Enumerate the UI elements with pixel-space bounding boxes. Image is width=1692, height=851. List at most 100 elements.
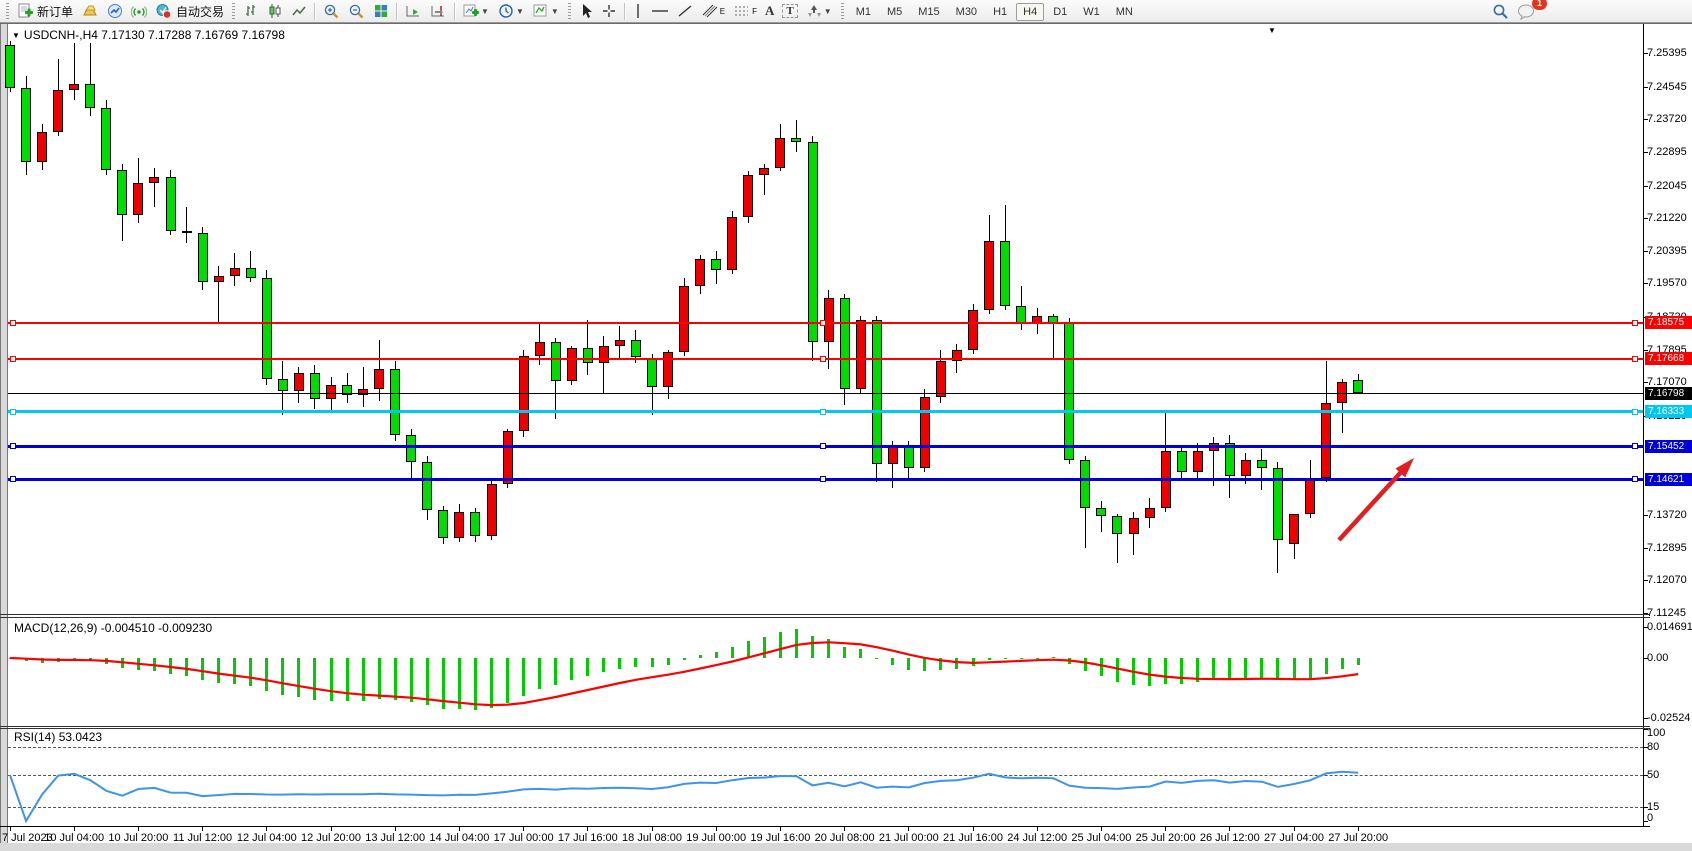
line-handle[interactable] bbox=[820, 476, 826, 483]
time-label: 19 Jul 16:00 bbox=[750, 832, 811, 844]
toolbar-grip[interactable] bbox=[232, 3, 236, 19]
toolbar-grip[interactable] bbox=[567, 3, 571, 19]
timeframe-M1[interactable]: M1 bbox=[849, 3, 878, 21]
scroll-marker-icon: ▼ bbox=[1268, 26, 1276, 35]
collapse-triangle-icon[interactable]: ▼ bbox=[12, 31, 20, 40]
equidistant-channel-button[interactable]: E bbox=[697, 1, 729, 21]
candle-body bbox=[1064, 322, 1075, 461]
trend-arrow-annotation[interactable] bbox=[1337, 458, 1414, 542]
line-handle[interactable] bbox=[820, 319, 826, 326]
candle-body bbox=[598, 345, 609, 364]
line-handle[interactable] bbox=[1632, 319, 1638, 326]
macd-axis-tick bbox=[1643, 658, 1648, 659]
toolbar: 新订单 自动交易 ▼ ▼ ▼ E F A bbox=[0, 0, 1692, 23]
indicators-button[interactable]: ▼ bbox=[459, 1, 494, 21]
templates-button[interactable]: ▼ bbox=[529, 1, 564, 21]
price-line-label: 7.15452 bbox=[1645, 439, 1692, 453]
chart-wizard-button[interactable] bbox=[77, 1, 103, 21]
time-tick bbox=[779, 827, 781, 831]
candle-body bbox=[390, 369, 401, 435]
timeframe-H4[interactable]: H4 bbox=[1016, 2, 1045, 21]
toolbar-grip[interactable] bbox=[6, 3, 9, 19]
timeframe-D1[interactable]: D1 bbox=[1046, 3, 1074, 21]
vertical-line-button[interactable] bbox=[629, 1, 647, 21]
toolbar-grip[interactable] bbox=[840, 3, 844, 19]
signals-button[interactable] bbox=[127, 1, 151, 21]
crosshair-button[interactable] bbox=[597, 1, 621, 21]
auto-scroll-icon bbox=[405, 3, 422, 19]
line-handle[interactable] bbox=[1632, 408, 1638, 415]
auto-trading-button[interactable]: 自动交易 bbox=[151, 1, 228, 21]
price-tick-label: 7.19570 bbox=[1647, 277, 1687, 290]
timeframe-MN[interactable]: MN bbox=[1109, 3, 1140, 21]
timeframe-H1[interactable]: H1 bbox=[986, 3, 1014, 21]
search-button[interactable] bbox=[1487, 1, 1513, 21]
text-label-button[interactable]: T bbox=[778, 1, 801, 21]
new-order-button[interactable]: 新订单 bbox=[13, 1, 77, 21]
cursor-button[interactable] bbox=[575, 1, 597, 21]
auto-scroll-button[interactable] bbox=[401, 1, 426, 21]
line-handle[interactable] bbox=[1632, 355, 1638, 362]
time-label: 11 Jul 12:00 bbox=[173, 832, 233, 844]
macd-histogram-bar bbox=[1051, 657, 1055, 659]
panel-separator bbox=[0, 728, 1650, 729]
candlestick-chart-button[interactable] bbox=[263, 1, 287, 21]
macd-histogram-bar bbox=[554, 658, 558, 685]
macd-histogram-bar bbox=[586, 658, 590, 677]
candle-wick bbox=[73, 42, 75, 101]
rsi-axis-tick bbox=[1643, 729, 1648, 730]
line-handle[interactable] bbox=[1632, 476, 1638, 483]
line-handle[interactable] bbox=[10, 476, 16, 483]
candle-body bbox=[438, 509, 449, 538]
line-handle[interactable] bbox=[10, 408, 16, 415]
plot-left-border bbox=[7, 24, 8, 846]
macd-histogram-bar bbox=[762, 636, 766, 658]
fibonacci-button[interactable]: F bbox=[729, 1, 761, 21]
text-button[interactable]: A bbox=[761, 1, 778, 21]
rsi-level-line bbox=[8, 807, 1643, 809]
timeframe-W1[interactable]: W1 bbox=[1076, 3, 1107, 21]
macd-histogram-bar bbox=[56, 658, 60, 662]
candle-wick bbox=[1052, 313, 1054, 361]
timeframe-M30[interactable]: M30 bbox=[949, 3, 984, 21]
macd-histogram-bar bbox=[1148, 658, 1152, 687]
macd-histogram-bar bbox=[1244, 658, 1248, 679]
macd-histogram-bar bbox=[746, 641, 750, 658]
rsi-line bbox=[9, 770, 1359, 824]
market-watch-button[interactable] bbox=[103, 1, 127, 21]
zoom-out-button[interactable] bbox=[344, 1, 369, 21]
tile-windows-button[interactable] bbox=[369, 1, 393, 21]
auto-trading-label: 自动交易 bbox=[176, 4, 225, 19]
trendline-button[interactable] bbox=[673, 1, 697, 21]
periods-button[interactable]: ▼ bbox=[494, 1, 529, 21]
price-tick bbox=[1643, 580, 1648, 582]
price-tick bbox=[1643, 52, 1648, 54]
line-handle[interactable] bbox=[10, 319, 16, 326]
rsi-level-line bbox=[8, 775, 1643, 776]
line-handle[interactable] bbox=[820, 355, 826, 362]
line-chart-button[interactable] bbox=[287, 1, 311, 21]
bar-chart-button[interactable] bbox=[239, 1, 263, 21]
macd-histogram-bar bbox=[104, 658, 108, 664]
market-watch-icon bbox=[107, 3, 123, 19]
notifications-button[interactable] bbox=[1513, 1, 1540, 21]
window-left-border bbox=[0, 24, 1, 846]
line-handle[interactable] bbox=[820, 443, 826, 450]
timeframe-M15[interactable]: M15 bbox=[911, 3, 946, 21]
chart-shift-button[interactable] bbox=[426, 1, 451, 21]
macd-histogram-bar bbox=[233, 658, 237, 685]
price-tick-label: 7.22895 bbox=[1647, 145, 1687, 158]
bar-chart-icon bbox=[243, 3, 259, 19]
line-handle[interactable] bbox=[1632, 443, 1638, 450]
timeframe-M5[interactable]: M5 bbox=[880, 3, 909, 21]
arrows-button[interactable]: ▼ bbox=[802, 1, 837, 21]
price-tick bbox=[1643, 86, 1648, 88]
line-handle[interactable] bbox=[10, 443, 16, 450]
horizontal-line-button[interactable] bbox=[647, 1, 673, 21]
zoom-in-button[interactable] bbox=[319, 1, 344, 21]
candle-body bbox=[518, 355, 529, 431]
line-handle[interactable] bbox=[10, 355, 16, 362]
line-handle[interactable] bbox=[820, 408, 826, 415]
macd-histogram-bar bbox=[730, 646, 734, 658]
macd-histogram-bar bbox=[441, 658, 445, 709]
